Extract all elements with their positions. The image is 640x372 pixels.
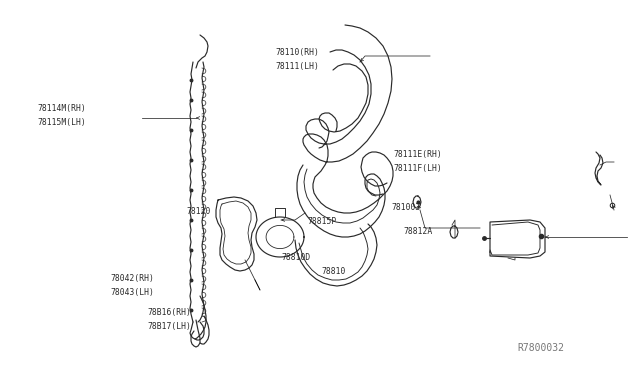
Text: 78B17(LH): 78B17(LH) xyxy=(147,323,191,331)
Text: 78815P: 78815P xyxy=(307,218,337,227)
Text: R7800032: R7800032 xyxy=(517,343,564,353)
Text: 78B16(RH): 78B16(RH) xyxy=(147,308,191,317)
Text: 78810D: 78810D xyxy=(282,253,311,263)
Text: 78043(LH): 78043(LH) xyxy=(110,288,154,296)
Text: 78810: 78810 xyxy=(321,267,346,276)
Text: 78111F(LH): 78111F(LH) xyxy=(393,164,442,173)
Text: 78110(RH): 78110(RH) xyxy=(275,48,319,58)
Text: 78115M(LH): 78115M(LH) xyxy=(37,118,86,126)
Text: 781003: 781003 xyxy=(391,202,420,212)
Text: 78120: 78120 xyxy=(187,208,211,217)
Text: 78812A: 78812A xyxy=(403,227,433,235)
Text: 78114M(RH): 78114M(RH) xyxy=(37,103,86,112)
Text: 78042(RH): 78042(RH) xyxy=(110,273,154,282)
Text: 78111E(RH): 78111E(RH) xyxy=(393,151,442,160)
Text: 78111(LH): 78111(LH) xyxy=(275,62,319,71)
